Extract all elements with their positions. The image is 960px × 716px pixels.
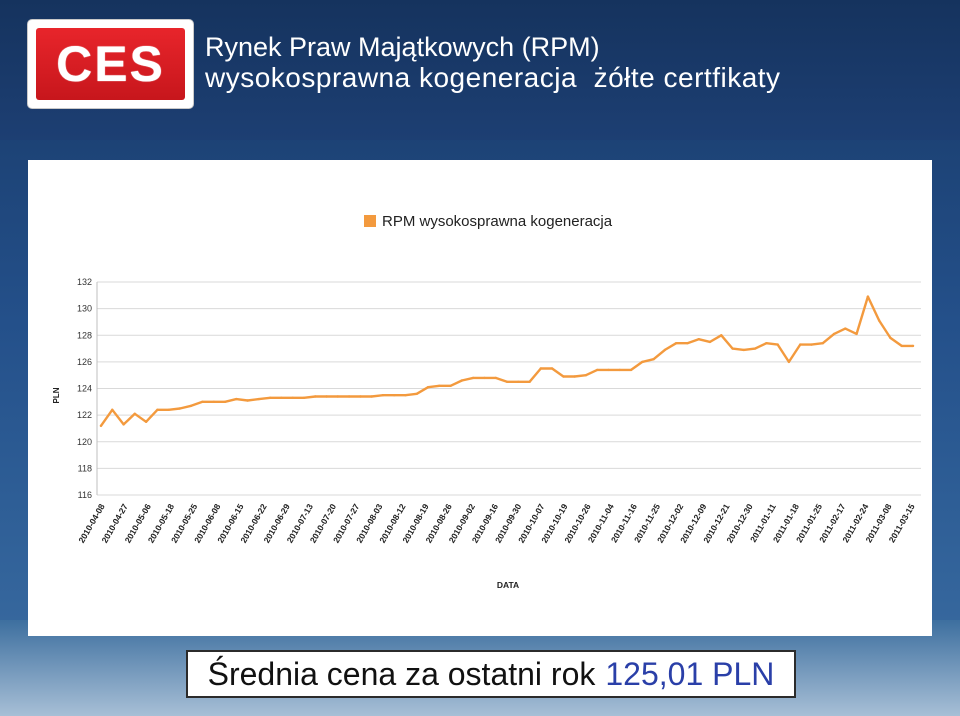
data-point <box>675 342 678 345</box>
data-point <box>212 400 215 403</box>
data-point <box>291 396 294 399</box>
data-point <box>167 408 170 411</box>
data-point <box>720 334 723 337</box>
data-point <box>415 392 418 395</box>
y-tick-label: 116 <box>78 490 92 500</box>
price-line-chart: 116118120122124126128130132PLN2010-04-08… <box>52 213 921 590</box>
y-tick-label: 122 <box>77 410 92 420</box>
average-price-label: Średnia cena za ostatni rok <box>207 655 596 692</box>
data-point <box>223 400 227 403</box>
data-point <box>641 360 644 364</box>
data-point <box>878 319 881 322</box>
y-tick-label: 132 <box>77 277 92 287</box>
data-point <box>505 380 509 383</box>
data-point <box>765 342 768 345</box>
slide-title: Rynek Praw Majątkowych (RPM) wysokospraw… <box>205 32 781 94</box>
data-point <box>787 360 791 364</box>
slide-title-line2: wysokosprawna kogeneracja żółte certfika… <box>205 62 781 94</box>
data-point <box>596 368 599 372</box>
slide-header: CES Rynek Praw Majątkowych (RPM) wysokos… <box>0 0 960 140</box>
data-point <box>832 332 836 336</box>
data-point <box>742 348 745 352</box>
data-point <box>111 408 114 411</box>
data-point <box>708 340 712 344</box>
data-point <box>269 396 272 399</box>
data-point <box>855 332 858 336</box>
data-point <box>686 342 689 345</box>
data-point <box>652 358 655 361</box>
data-point <box>528 380 531 383</box>
data-point <box>584 374 588 377</box>
y-tick-label: 128 <box>77 330 92 340</box>
legend-swatch <box>364 215 376 227</box>
data-point <box>697 338 700 341</box>
data-point <box>629 368 633 372</box>
y-tick-label: 124 <box>77 384 92 394</box>
data-point <box>347 395 351 398</box>
data-point <box>426 386 430 389</box>
data-point <box>246 399 249 402</box>
data-point <box>821 342 824 345</box>
data-point <box>133 412 136 415</box>
y-tick-label: 126 <box>77 357 92 367</box>
legend-label: RPM wysokosprawna kogeneracja <box>382 213 613 230</box>
data-point <box>280 396 283 399</box>
data-point <box>438 384 441 387</box>
data-point <box>550 367 554 370</box>
average-price-box: Średnia cena za ostatni rok 125,01 PLN <box>186 650 796 698</box>
data-point <box>573 375 576 378</box>
y-tick-label: 130 <box>77 304 92 314</box>
data-point <box>235 397 238 401</box>
data-point <box>494 376 497 380</box>
data-point <box>404 394 407 397</box>
data-point <box>325 395 328 398</box>
ces-logo: CES <box>28 20 193 108</box>
data-point <box>810 343 813 346</box>
data-point <box>144 420 148 423</box>
average-price-value: 125,01 PLN <box>605 655 775 692</box>
data-point <box>889 336 892 340</box>
series-line <box>99 295 915 427</box>
slide-title-line1: Rynek Praw Majątkowych (RPM) <box>205 32 600 62</box>
data-point <box>607 368 610 372</box>
y-tick-label: 118 <box>78 463 92 473</box>
data-point <box>900 344 903 348</box>
data-point <box>844 327 847 330</box>
x-axis-label: DATA <box>497 580 519 590</box>
chart-panel: 116 118 120 122 124 126 128 130 132 PLN 2010-04-08… <box>28 160 932 636</box>
data-point <box>393 394 396 397</box>
data-point <box>201 400 204 403</box>
data-point <box>776 343 779 346</box>
data-point <box>753 347 757 350</box>
ces-logo-text: CES <box>56 36 165 92</box>
data-point <box>483 376 486 380</box>
data-point <box>257 397 261 401</box>
data-point <box>517 380 520 383</box>
data-point <box>866 295 870 298</box>
data-point <box>731 347 734 350</box>
data-point <box>663 348 667 352</box>
y-tick-label: 120 <box>77 437 92 447</box>
data-point <box>359 395 362 398</box>
data-point <box>314 395 317 398</box>
data-point <box>178 407 182 410</box>
data-point <box>381 394 385 397</box>
ces-logo-badge: CES <box>36 28 185 100</box>
data-point <box>911 344 915 348</box>
data-point <box>156 408 159 411</box>
data-point <box>472 376 475 380</box>
data-point <box>562 375 565 378</box>
data-point <box>99 424 103 427</box>
data-point <box>460 379 464 382</box>
data-point <box>799 343 802 346</box>
data-point <box>190 404 193 407</box>
data-point <box>370 395 373 398</box>
data-point <box>336 395 339 398</box>
data-point <box>449 384 452 387</box>
data-point <box>618 368 621 372</box>
y-axis-label: PLN <box>52 387 61 403</box>
data-point <box>302 396 306 399</box>
data-point <box>539 367 542 370</box>
data-point <box>122 423 125 426</box>
